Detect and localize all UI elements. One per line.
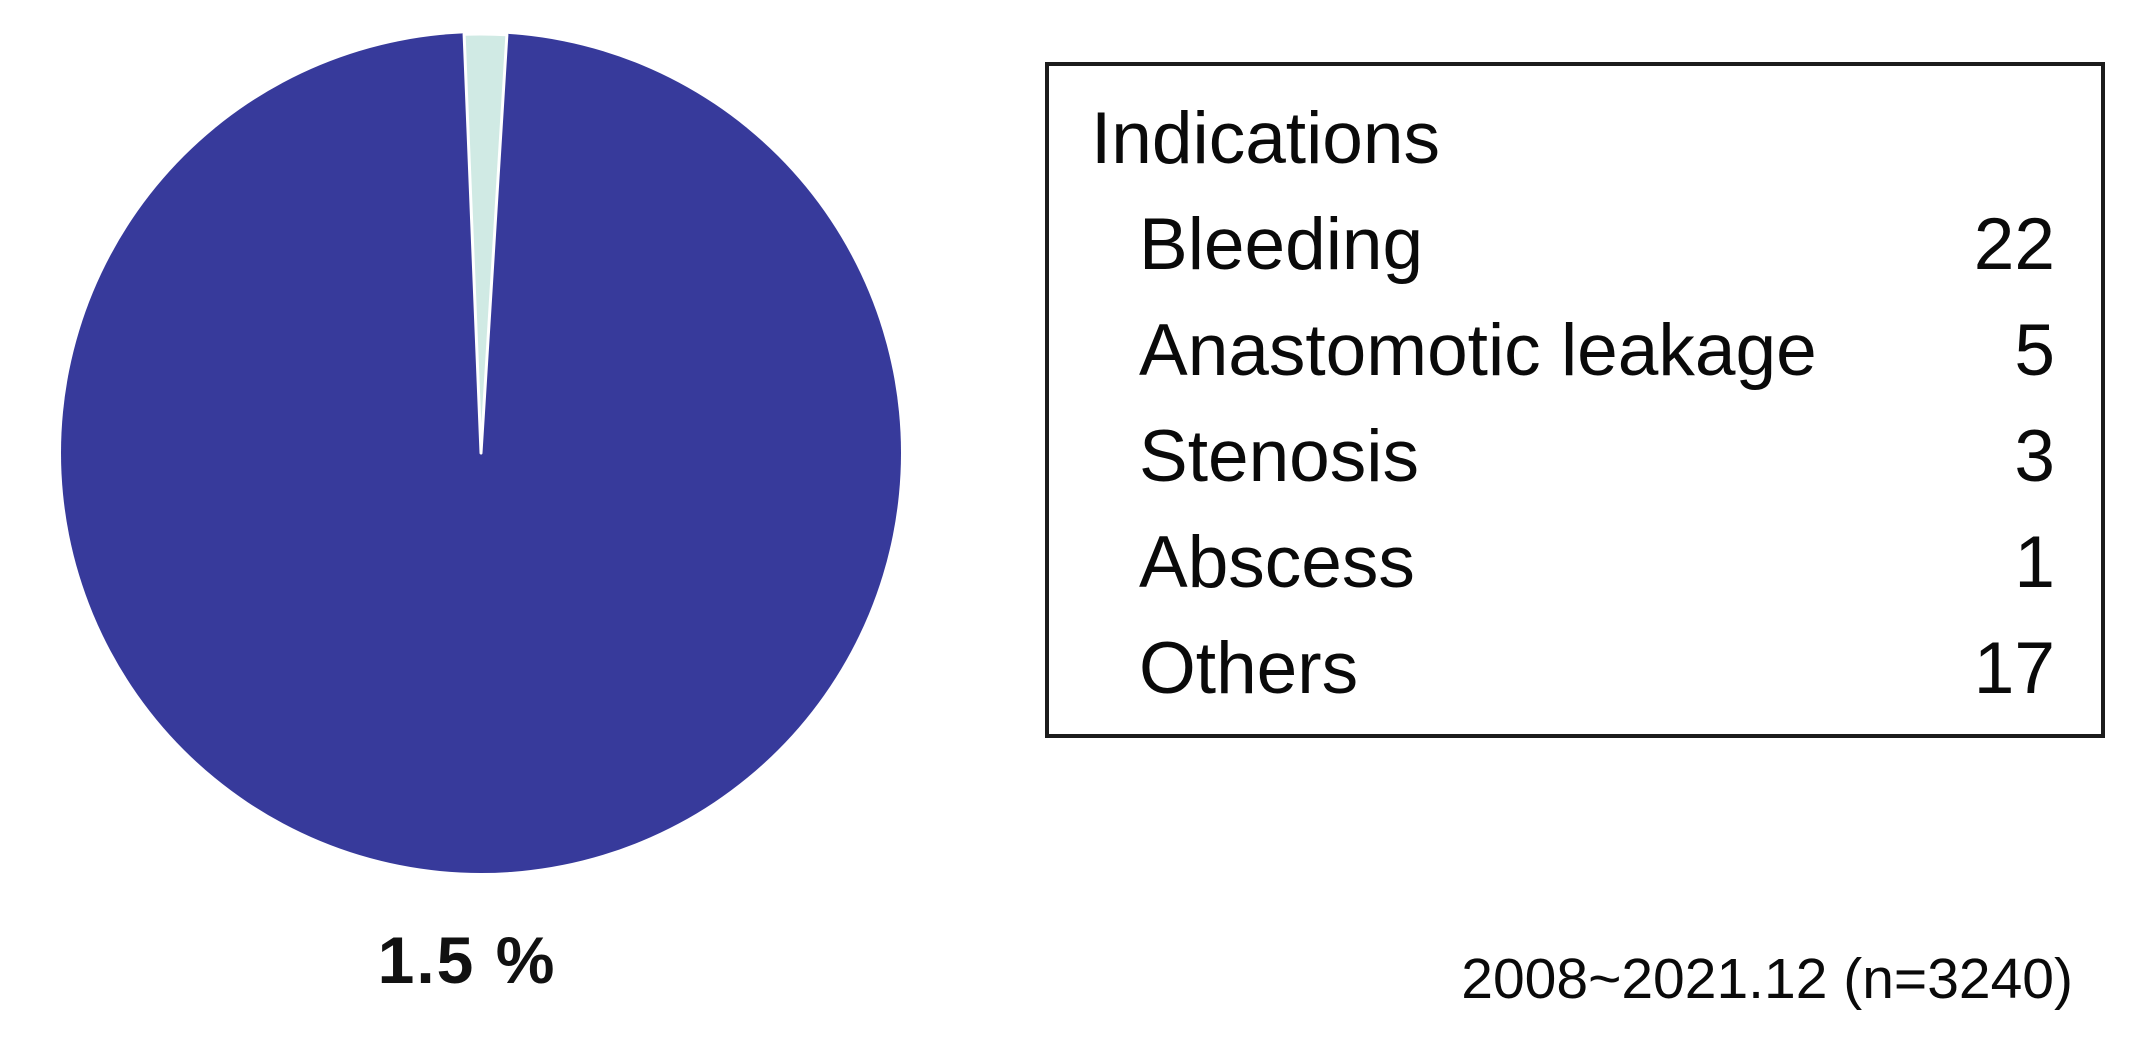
indication-label: Stenosis bbox=[1139, 416, 1419, 497]
indication-row: Anastomotic leakage 5 bbox=[1091, 298, 2055, 404]
indication-value: 1 bbox=[2014, 522, 2055, 603]
indication-label: Anastomotic leakage bbox=[1139, 310, 1817, 391]
indication-row: Stenosis 3 bbox=[1091, 404, 2055, 510]
pie-chart bbox=[61, 32, 901, 873]
indication-value: 3 bbox=[2014, 416, 2055, 497]
indication-row: Bleeding 22 bbox=[1091, 192, 2055, 298]
indication-label: Others bbox=[1139, 628, 1359, 709]
indication-label: Bleeding bbox=[1139, 204, 1424, 285]
indication-value: 17 bbox=[1973, 628, 2055, 709]
source-caption: 2008~2021.12 (n=3240) bbox=[1461, 947, 2073, 1011]
pie-slice-minor bbox=[462, 32, 509, 455]
indication-label: Abscess bbox=[1139, 522, 1415, 603]
indication-value: 5 bbox=[2014, 310, 2055, 391]
indications-panel: Indications Bleeding 22 Anastomotic leak… bbox=[1045, 62, 2105, 738]
panel-title: Indications bbox=[1091, 98, 1440, 179]
pie-percent-label: 1.5 % bbox=[377, 923, 557, 997]
indication-row: Others 17 bbox=[1091, 616, 2055, 722]
indication-value: 22 bbox=[1973, 204, 2055, 285]
indication-row: Abscess 1 bbox=[1091, 510, 2055, 616]
